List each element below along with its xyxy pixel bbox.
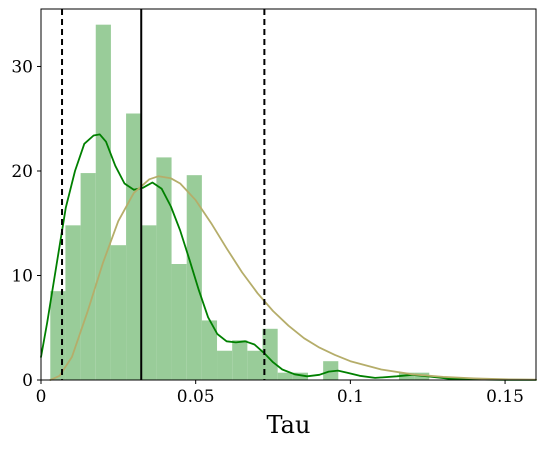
histogram-bar <box>217 350 233 380</box>
y-tick-label: 0 <box>22 371 33 391</box>
y-tick-label: 30 <box>11 57 33 77</box>
histogram-bar <box>232 340 248 380</box>
histogram-bar <box>65 225 81 380</box>
histogram-bar <box>110 245 127 380</box>
y-tick-label: 20 <box>11 162 33 182</box>
x-tick-label: 0 <box>36 387 47 407</box>
histogram-bars <box>50 24 430 380</box>
density-curves <box>40 133 537 381</box>
histogram-bar <box>201 320 218 380</box>
y-tick-label: 10 <box>11 266 33 286</box>
histogram-bar <box>156 157 172 380</box>
histogram-bar <box>80 173 96 380</box>
x-tick-label: 0.1 <box>337 387 364 407</box>
histogram-bar <box>141 225 157 380</box>
x-tick-label: 0.05 <box>177 387 215 407</box>
histogram-bar <box>171 263 187 380</box>
plot-frame <box>40 8 537 381</box>
x-tick-label: 0.15 <box>486 387 524 407</box>
histogram-bar <box>277 372 293 380</box>
histogram-bar <box>398 372 415 380</box>
histogram-bar <box>95 24 111 380</box>
histogram-bar <box>262 328 278 380</box>
histogram-bar <box>292 372 308 380</box>
histogram-bar <box>126 113 142 380</box>
fitted-curve <box>49 175 537 381</box>
x-axis-label: Tau <box>267 411 311 439</box>
y-axis-ticks: 0 10 20 30 <box>11 57 41 391</box>
x-axis-ticks: 0 0.05 0.1 0.15 <box>36 380 524 407</box>
reference-lines <box>61 9 266 380</box>
histogram-bar <box>50 291 66 380</box>
histogram-bar <box>247 350 263 380</box>
kde-curve <box>40 133 537 381</box>
